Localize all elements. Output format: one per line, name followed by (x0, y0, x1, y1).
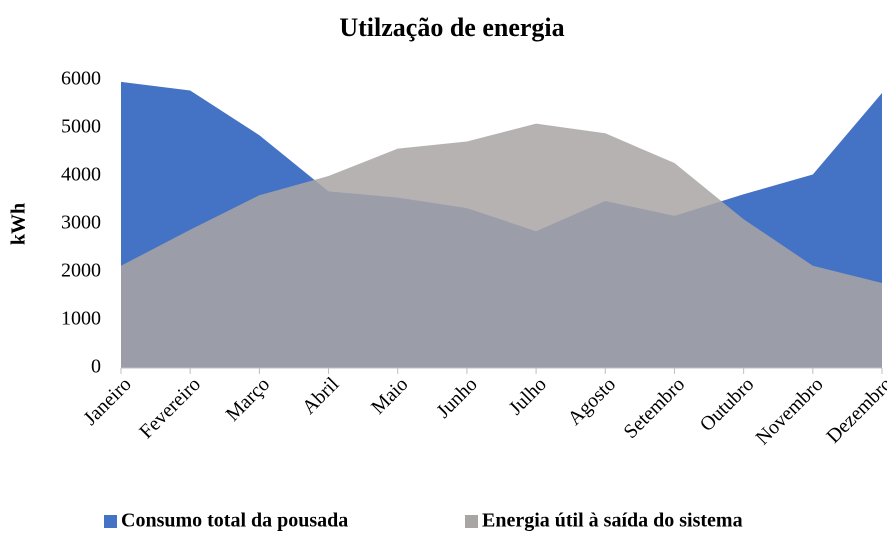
x-tick-label: Junho (432, 373, 481, 422)
chart-title: Utilzação de energia (339, 13, 564, 42)
y-tick-label: 3000 (61, 212, 101, 234)
x-tick-label: Agosto (564, 373, 620, 429)
x-tick-label: Abril (298, 373, 344, 419)
legend-swatch (104, 515, 117, 528)
legend-swatch (465, 515, 478, 528)
x-tick-label: Março (222, 373, 274, 425)
x-tick-label: Dezembro (822, 373, 887, 447)
y-tick-label: 4000 (61, 164, 101, 186)
x-tick-label: Janeiro (79, 373, 135, 429)
x-tick-label: Fevereiro (135, 373, 205, 443)
x-tick-label: Maio (367, 373, 412, 418)
y-tick-label: 2000 (61, 260, 101, 282)
y-tick-label: 6000 (61, 68, 101, 90)
y-axis-label: kWh (8, 203, 30, 245)
x-tick-label: Outubro (696, 373, 759, 436)
x-tick-label: Setembro (619, 373, 689, 443)
area (121, 123, 882, 369)
legend-label: Energia útil à saída do sistema (482, 510, 743, 532)
y-tick-label: 1000 (61, 308, 101, 330)
y-tick-label: 5000 (61, 116, 101, 138)
x-tick-label: Novembro (752, 373, 828, 449)
y-tick-label: 0 (91, 356, 101, 378)
legend-label: Consumo total da pousada (121, 510, 348, 532)
x-tick-label: Julho (505, 373, 551, 419)
